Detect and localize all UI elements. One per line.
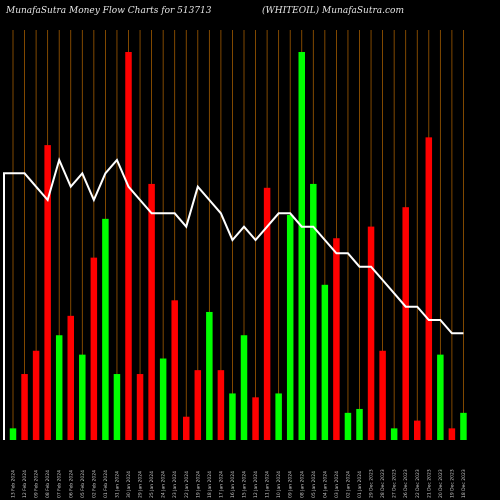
money-flow-bar xyxy=(21,374,28,440)
money-flow-bar xyxy=(90,257,98,440)
x-tick-label: 08 Feb 2024 xyxy=(45,470,51,498)
money-flow-bar xyxy=(206,311,213,440)
x-tick-label: 20 Dec 2023 xyxy=(438,469,444,498)
x-tick-label: 02 Jan 2024 xyxy=(345,471,351,498)
x-tick-label: 25 Jan 2024 xyxy=(149,471,155,498)
x-tick-label: 07 Feb 2024 xyxy=(57,470,63,498)
money-flow-bar xyxy=(44,145,51,440)
money-flow-bar xyxy=(414,420,421,440)
x-tick-label: 19 Dec 2023 xyxy=(449,469,455,498)
x-tick-label: 19 Jan 2024 xyxy=(195,471,201,498)
x-tick-label: 12 Feb 2024 xyxy=(22,470,28,498)
money-flow-bar xyxy=(125,52,132,440)
money-flow-bar xyxy=(9,428,17,440)
x-tick-label: 02 Feb 2024 xyxy=(91,470,97,498)
money-flow-bar xyxy=(240,335,248,440)
x-tick-label: 22 Jan 2024 xyxy=(184,471,190,498)
money-flow-bar xyxy=(148,183,155,441)
x-tick-label: 27 Dec 2023 xyxy=(392,469,398,498)
money-flow-bar xyxy=(402,207,409,440)
x-tick-label: 01 Jan 2024 xyxy=(357,471,363,498)
x-tick-label: 31 Jan 2024 xyxy=(114,471,120,498)
money-flow-bar xyxy=(32,350,40,440)
money-flow-bar xyxy=(310,183,317,441)
money-flow-bar xyxy=(344,412,352,440)
x-tick-label: 24 Jan 2024 xyxy=(161,471,167,498)
x-tick-label: 21 Dec 2023 xyxy=(426,469,432,498)
chart-subtitle: (WHITEOIL) MunafaSutra.com xyxy=(262,6,404,16)
money-flow-bar xyxy=(217,370,225,440)
x-tick-label: 29 Dec 2023 xyxy=(369,469,375,498)
money-flow-bar xyxy=(102,218,109,440)
x-tick-label: 12 Jan 2024 xyxy=(253,471,259,498)
x-tick-label: 05 Feb 2024 xyxy=(80,470,86,498)
money-flow-bar xyxy=(321,284,329,440)
x-tick-label: 22 Dec 2023 xyxy=(415,469,421,498)
money-flow-bar xyxy=(67,315,74,440)
money-flow-bar xyxy=(437,354,444,440)
x-tick-label: 08 Jan 2024 xyxy=(299,471,305,498)
money-flow-bar xyxy=(298,52,305,440)
money-flow-bar xyxy=(367,226,375,440)
money-flow-bar xyxy=(136,374,144,440)
x-tick-label: 18 Jan 2024 xyxy=(207,471,213,498)
x-tick-label: 30 Jan 2024 xyxy=(126,471,132,498)
money-flow-bar xyxy=(286,214,294,440)
money-flow-bar xyxy=(390,428,398,440)
money-flow-bar xyxy=(159,358,167,440)
money-flow-bar xyxy=(171,300,178,440)
chart-title: MunafaSutra Money Flow Charts for 513713 xyxy=(6,6,212,16)
x-tick-label: 15 Jan 2024 xyxy=(242,471,248,498)
money-flow-bar xyxy=(79,354,86,440)
money-flow-bar xyxy=(113,374,121,440)
money-flow-bar xyxy=(183,416,190,440)
x-tick-label: 03 Jan 2024 xyxy=(334,471,340,498)
x-tick-label: 13 Feb 2024 xyxy=(11,470,17,498)
money-flow-bar xyxy=(425,137,433,441)
x-tick-label: 28 Dec 2023 xyxy=(380,469,386,498)
money-flow-bar xyxy=(379,350,386,440)
money-flow-bar xyxy=(356,408,363,440)
x-tick-label: 06 Feb 2024 xyxy=(68,470,74,498)
x-tick-label: 01 Feb 2024 xyxy=(103,470,109,498)
money-flow-bar xyxy=(252,397,259,440)
money-flow-bar xyxy=(448,428,456,440)
x-tick-label: 09 Jan 2024 xyxy=(288,471,294,498)
price-line xyxy=(3,157,464,440)
money-flow-bar xyxy=(460,412,467,440)
money-flow-bar xyxy=(275,393,282,440)
money-flow-bar xyxy=(194,370,202,440)
x-tick-label: 26 Dec 2023 xyxy=(403,469,409,498)
x-tick-label: 29 Jan 2024 xyxy=(138,471,144,498)
x-tick-label: 10 Jan 2024 xyxy=(276,471,282,498)
money-flow-bar xyxy=(333,238,340,440)
x-tick-label: 09 Feb 2024 xyxy=(34,470,40,498)
money-flow-bar xyxy=(55,335,63,440)
x-tick-label: 23 Jan 2024 xyxy=(172,471,178,498)
x-tick-label: 04 Jan 2024 xyxy=(322,471,328,498)
x-tick-label: 18 Dec 2023 xyxy=(461,469,467,498)
x-tick-label: 11 Jan 2024 xyxy=(265,471,271,498)
x-tick-label: 17 Jan 2024 xyxy=(218,471,224,498)
x-tick-label: 16 Jan 2024 xyxy=(230,471,236,498)
x-tick-label: 05 Jan 2024 xyxy=(311,471,317,498)
money-flow-bar xyxy=(263,187,271,440)
money-flow-bar xyxy=(229,393,236,440)
